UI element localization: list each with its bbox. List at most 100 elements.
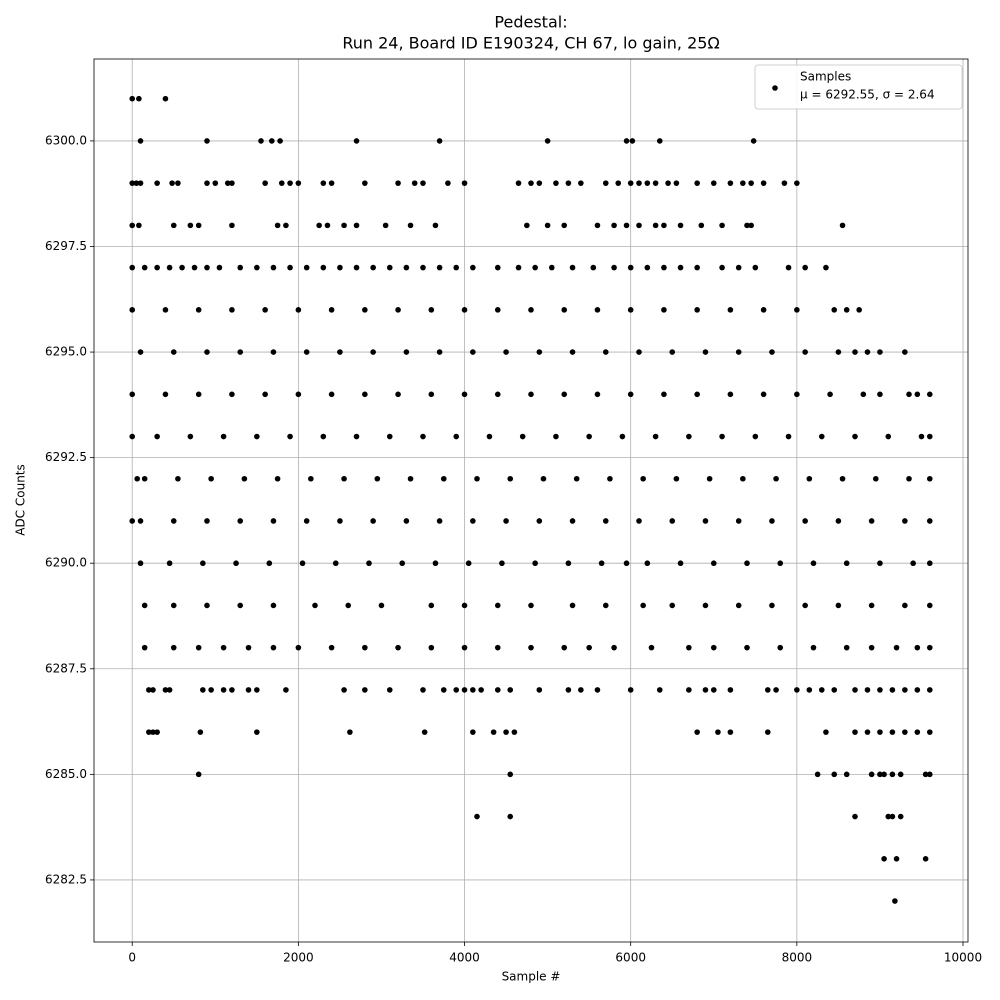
point [922,771,929,778]
point [553,180,559,186]
point [686,433,692,440]
point [627,264,634,271]
point [137,180,144,186]
point [378,602,385,609]
point [503,729,509,735]
point [474,475,480,482]
point [453,687,460,693]
point [569,349,576,355]
point [810,560,817,567]
point [926,602,933,609]
point [411,180,418,186]
point [864,687,871,693]
legend-box [754,64,963,110]
point [536,180,543,186]
point [897,771,904,778]
point [926,644,933,651]
point [611,644,617,651]
point [229,307,235,313]
point [835,518,842,524]
point [386,264,393,271]
point [420,264,426,271]
point [602,602,609,609]
point [627,391,634,398]
point [237,518,244,524]
point [386,433,393,440]
point [465,560,472,567]
point [852,729,858,735]
point [877,349,883,355]
point [781,180,788,186]
point [195,771,202,778]
point [926,771,933,778]
point [150,729,156,735]
point [777,644,784,651]
point [561,391,568,398]
point [590,264,597,271]
point [299,560,306,567]
point [395,307,401,313]
point [470,687,476,693]
point [328,644,335,651]
point [852,687,858,693]
point [565,560,572,567]
point [611,222,617,229]
point [877,391,883,398]
point [134,475,141,482]
point [868,644,875,651]
point [403,349,410,355]
point [636,518,642,524]
point [877,687,883,693]
point [461,391,468,398]
point [407,475,414,482]
point [507,771,514,778]
point [877,729,883,735]
point [141,644,148,651]
point [794,391,800,398]
point [922,856,929,862]
point [295,644,302,651]
point [245,687,252,693]
point [810,644,817,651]
point [453,433,460,440]
point [910,560,916,567]
point [532,264,538,271]
point [926,518,933,524]
point [715,729,721,735]
point [229,391,235,398]
point [669,602,676,609]
point [594,307,601,313]
point [170,644,177,651]
point [569,264,576,271]
point [150,687,156,693]
point [864,349,871,355]
point [224,180,231,186]
point [154,264,160,271]
point [902,602,908,609]
point [881,856,887,862]
point [656,687,663,693]
point [420,687,426,693]
point [627,307,634,313]
point [843,307,850,313]
point [507,813,514,820]
point [665,180,671,186]
point [432,560,439,567]
point [341,687,347,693]
point [204,602,210,609]
point [146,687,152,693]
point [162,95,169,102]
point [461,687,468,693]
point [129,222,136,229]
chart-title: Pedestal: [494,13,567,32]
point [839,222,846,229]
point [806,475,813,482]
point [262,391,268,398]
point [237,349,244,355]
point [337,264,343,271]
point [740,475,746,482]
point [760,180,767,186]
point [341,222,347,229]
point [204,138,210,144]
